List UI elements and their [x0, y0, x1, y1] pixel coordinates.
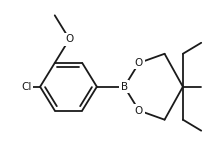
Text: O: O	[65, 34, 74, 44]
Text: O: O	[135, 106, 143, 115]
Text: Cl: Cl	[21, 82, 32, 92]
Text: B: B	[121, 82, 128, 92]
Text: O: O	[135, 58, 143, 68]
